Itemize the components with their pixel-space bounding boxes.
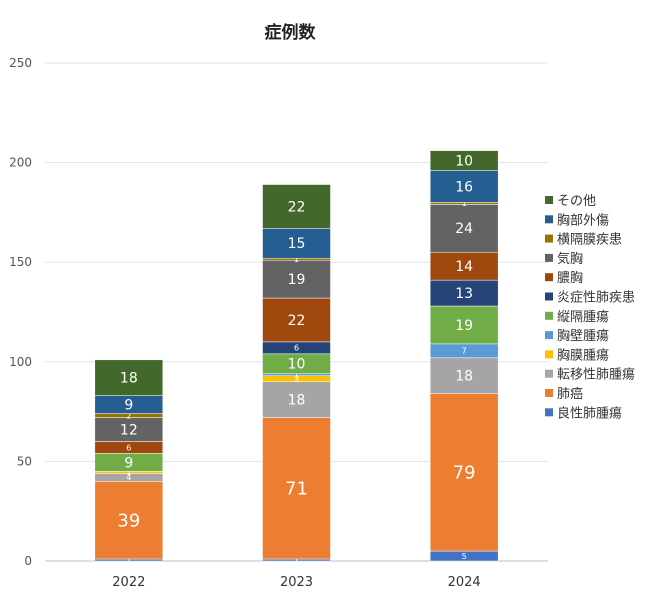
legend-label: その他 [557, 194, 596, 209]
legend-swatch [545, 253, 553, 262]
legend-swatch [545, 196, 553, 204]
data-label: 22 [288, 313, 306, 329]
data-label: 1 [294, 371, 299, 380]
legend-label: 胸壁腫瘍 [557, 328, 609, 344]
x-tick-label: 2022 [112, 575, 145, 590]
x-tick-label: 2023 [280, 575, 313, 590]
data-label: 18 [288, 393, 306, 409]
bar-segment [262, 297, 331, 343]
data-label: 6 [126, 443, 131, 452]
data-label: 24 [455, 221, 473, 237]
legend-swatch [545, 311, 553, 320]
data-label: 1 [462, 199, 467, 208]
bar-segment [94, 359, 164, 396]
data-label: 9 [124, 398, 133, 414]
legend-label: 膿胸 [557, 271, 583, 286]
data-label: 10 [455, 154, 473, 170]
chart-title: 症例数 [264, 23, 316, 43]
data-label: 10 [288, 357, 306, 373]
legend-swatch [545, 215, 553, 224]
data-label: 6 [294, 344, 299, 353]
data-label: 1 [294, 255, 299, 264]
data-label: 15 [288, 236, 306, 252]
bar-segment [429, 204, 499, 253]
y-tick-label: 200 [9, 156, 32, 170]
legend-label: 縦隔腫瘍 [557, 309, 609, 325]
data-label: 71 [285, 479, 308, 500]
legend-swatch [545, 234, 553, 243]
legend-label: 胸膜腫瘍 [557, 347, 609, 363]
y-tick-label: 0 [24, 554, 32, 568]
legend-swatch [545, 273, 553, 282]
bar-segment [429, 150, 499, 171]
data-label: 18 [120, 371, 138, 387]
legend-swatch [545, 350, 553, 359]
data-label: 5 [462, 552, 467, 561]
legend-label: 炎症性肺疾患 [557, 291, 635, 306]
y-tick-label: 150 [9, 255, 32, 269]
data-label: 14 [455, 259, 473, 275]
data-label: 16 [455, 179, 473, 195]
data-label: 13 [455, 286, 473, 302]
data-label: 4 [126, 473, 131, 482]
bar-segment [429, 279, 499, 307]
data-label: 79 [453, 463, 476, 484]
bar-segment [262, 259, 331, 299]
y-tick-label: 250 [9, 56, 32, 70]
y-tick-label: 50 [17, 454, 32, 468]
bar-segment [429, 170, 499, 203]
data-label: 7 [462, 347, 467, 356]
bar-segment [429, 393, 499, 552]
data-label: 18 [455, 369, 473, 385]
legend-label: 気胸 [557, 251, 583, 267]
data-label: 1 [294, 556, 299, 565]
y-tick-label: 100 [9, 355, 32, 369]
data-label: 3 [294, 375, 299, 384]
bar-segment [94, 481, 164, 560]
data-label: 19 [455, 318, 473, 334]
bar-segment [429, 305, 499, 345]
legend-label: 横隔膜疾患 [557, 233, 622, 248]
bar-segment [262, 184, 331, 229]
data-label: 2 [126, 411, 131, 420]
data-label: 39 [117, 510, 140, 531]
legend-label: 転移性肺腫瘍 [557, 367, 635, 383]
x-tick-label: 2024 [448, 575, 481, 590]
legend-swatch [545, 292, 553, 301]
legend-label: 胸部外傷 [557, 213, 609, 228]
data-label: 9 [124, 455, 133, 471]
data-label: 19 [288, 272, 306, 288]
data-label: 12 [120, 422, 138, 438]
bar-segment [429, 251, 499, 281]
data-label: 1 [126, 468, 131, 477]
legend-swatch [545, 331, 553, 340]
legend-swatch [545, 408, 553, 417]
data-label: 1 [126, 556, 131, 565]
legend-swatch [545, 389, 553, 397]
bar-segment [262, 228, 331, 259]
legend-label: 良性肺腫瘍 [557, 405, 622, 421]
data-label: 22 [288, 199, 306, 215]
legend-swatch [545, 369, 553, 378]
legend-label: 肺癌 [557, 386, 583, 402]
bar-segment [262, 381, 331, 418]
bar-segment [262, 417, 331, 560]
